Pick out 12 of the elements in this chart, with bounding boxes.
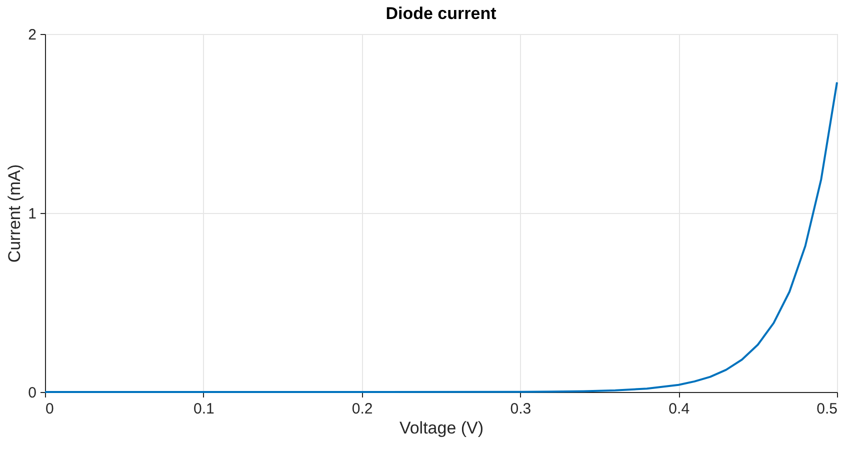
x-tick-label: 0.5	[816, 400, 838, 418]
y-tick-label: 0	[28, 384, 36, 402]
x-tick-label: 0.3	[510, 400, 532, 418]
y-axis-title: Current (mA)	[5, 164, 24, 263]
x-tick-label: 0.4	[668, 400, 690, 418]
chart-title: Diode current	[386, 4, 497, 23]
y-tick-label: 1	[28, 206, 36, 222]
x-tick-label: 0.1	[193, 400, 214, 418]
x-tick-label: 0.2	[352, 400, 373, 418]
x-tick-label: 0	[46, 400, 54, 418]
x-axis-title: Voltage (V)	[399, 418, 484, 438]
y-tick-label: 2	[28, 26, 36, 44]
